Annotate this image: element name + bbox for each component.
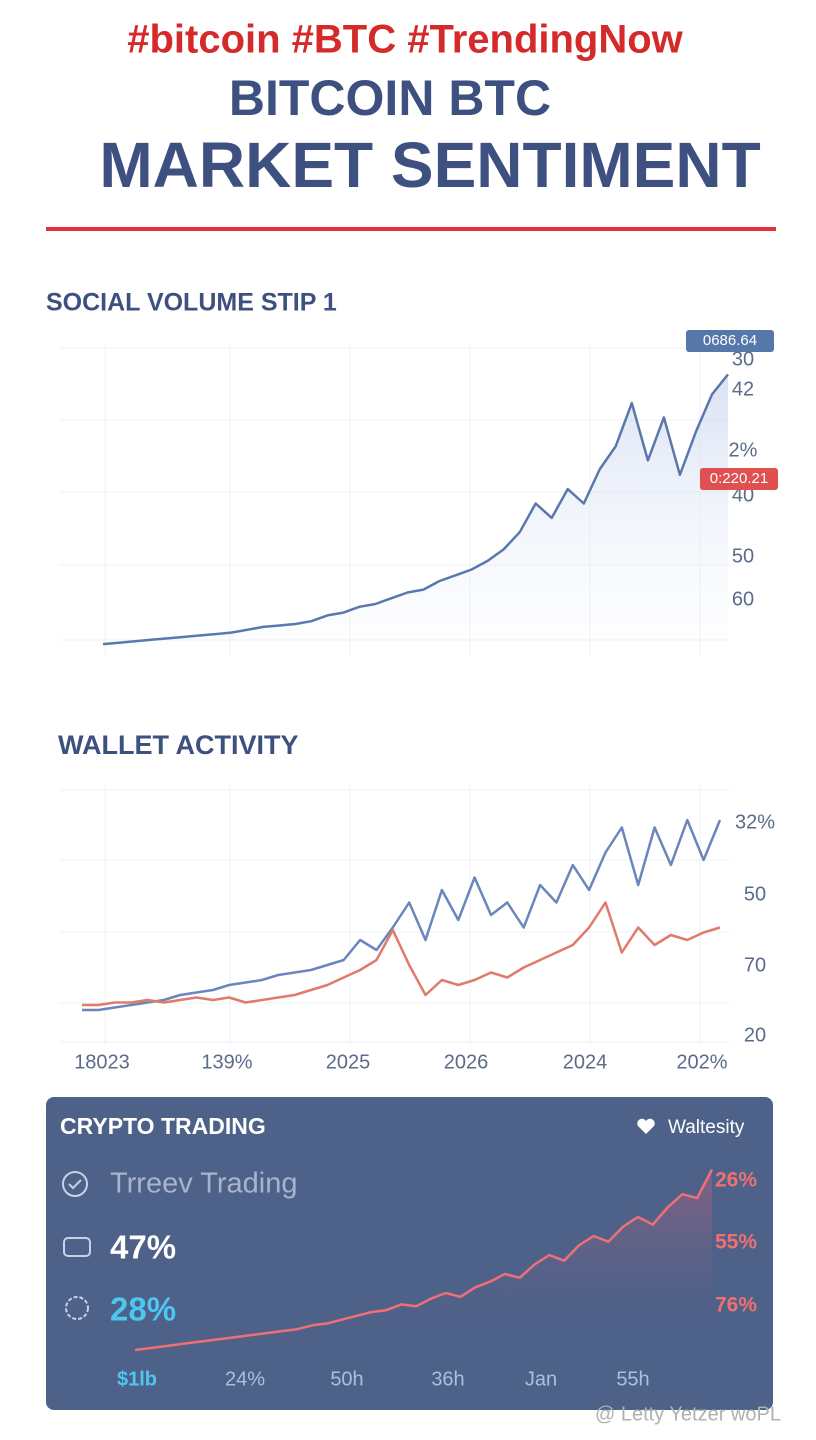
watermark: @ Letty Yetzer woPL [595,1403,781,1425]
x-tick-label: 2024 [563,1051,608,1073]
y-tick-label: 70 [744,954,766,976]
section-title: WALLET ACTIVITY [58,730,298,760]
hashtags: #bitcoin #BTC #TrendingNow [127,18,683,62]
line [102,373,729,646]
section-title: SOCIAL VOLUME STIP 1 [46,289,337,317]
x-tick-label: 2025 [326,1051,371,1073]
badge [686,330,774,352]
wallet-icon [63,1237,91,1257]
y-tick-label: 60 [732,588,754,610]
y-tick-label: 32% [735,811,775,833]
line [82,901,721,1007]
panel-title: CRYPTO TRADING [60,1113,266,1139]
legend: Waltesity [668,1117,745,1138]
y-tick-label: 20 [744,1024,766,1046]
y-tick-label: 26% [715,1169,757,1192]
badge-label: 0:220.21 [710,470,768,487]
line-area [135,1169,712,1350]
check-icon [68,1179,82,1190]
x-tick-label: 36h [431,1368,464,1390]
check-icon [62,1171,88,1197]
title: MARKET SENTIMENT [99,129,760,201]
x-tick-label: 139% [201,1051,252,1073]
y-tick-label: 30 [732,348,754,370]
y-tick-label: 50 [732,545,754,567]
line [82,818,722,1012]
x-tick-label: 18023 [74,1051,130,1073]
line-area [103,374,728,647]
x-tick-label: 24% [225,1368,265,1390]
x-tick-label: $1lb [117,1368,157,1390]
y-tick-label: 76% [715,1294,757,1317]
gear-icon [65,1296,89,1320]
heart-icon [637,1118,655,1134]
badge-label: 0686.64 [703,332,757,349]
stat: 47% [110,1229,176,1266]
y-tick-label: 42 [732,378,754,400]
y-tick-label: 55% [715,1231,757,1254]
y-tick-label: 50 [744,883,766,905]
x-tick-label: 202% [676,1051,727,1073]
x-tick-label: 2026 [444,1051,489,1073]
x-tick-label: 50h [330,1368,363,1390]
x-tick-label: Jan [525,1368,557,1390]
line [134,1168,714,1352]
title: BITCOIN BTC [229,70,551,126]
y-tick-label: 2% [729,439,758,461]
x-tick-label: 55h [616,1368,649,1390]
stat: 28% [110,1291,176,1328]
badge [700,468,778,490]
item-label: Trreev Trading [110,1168,298,1200]
